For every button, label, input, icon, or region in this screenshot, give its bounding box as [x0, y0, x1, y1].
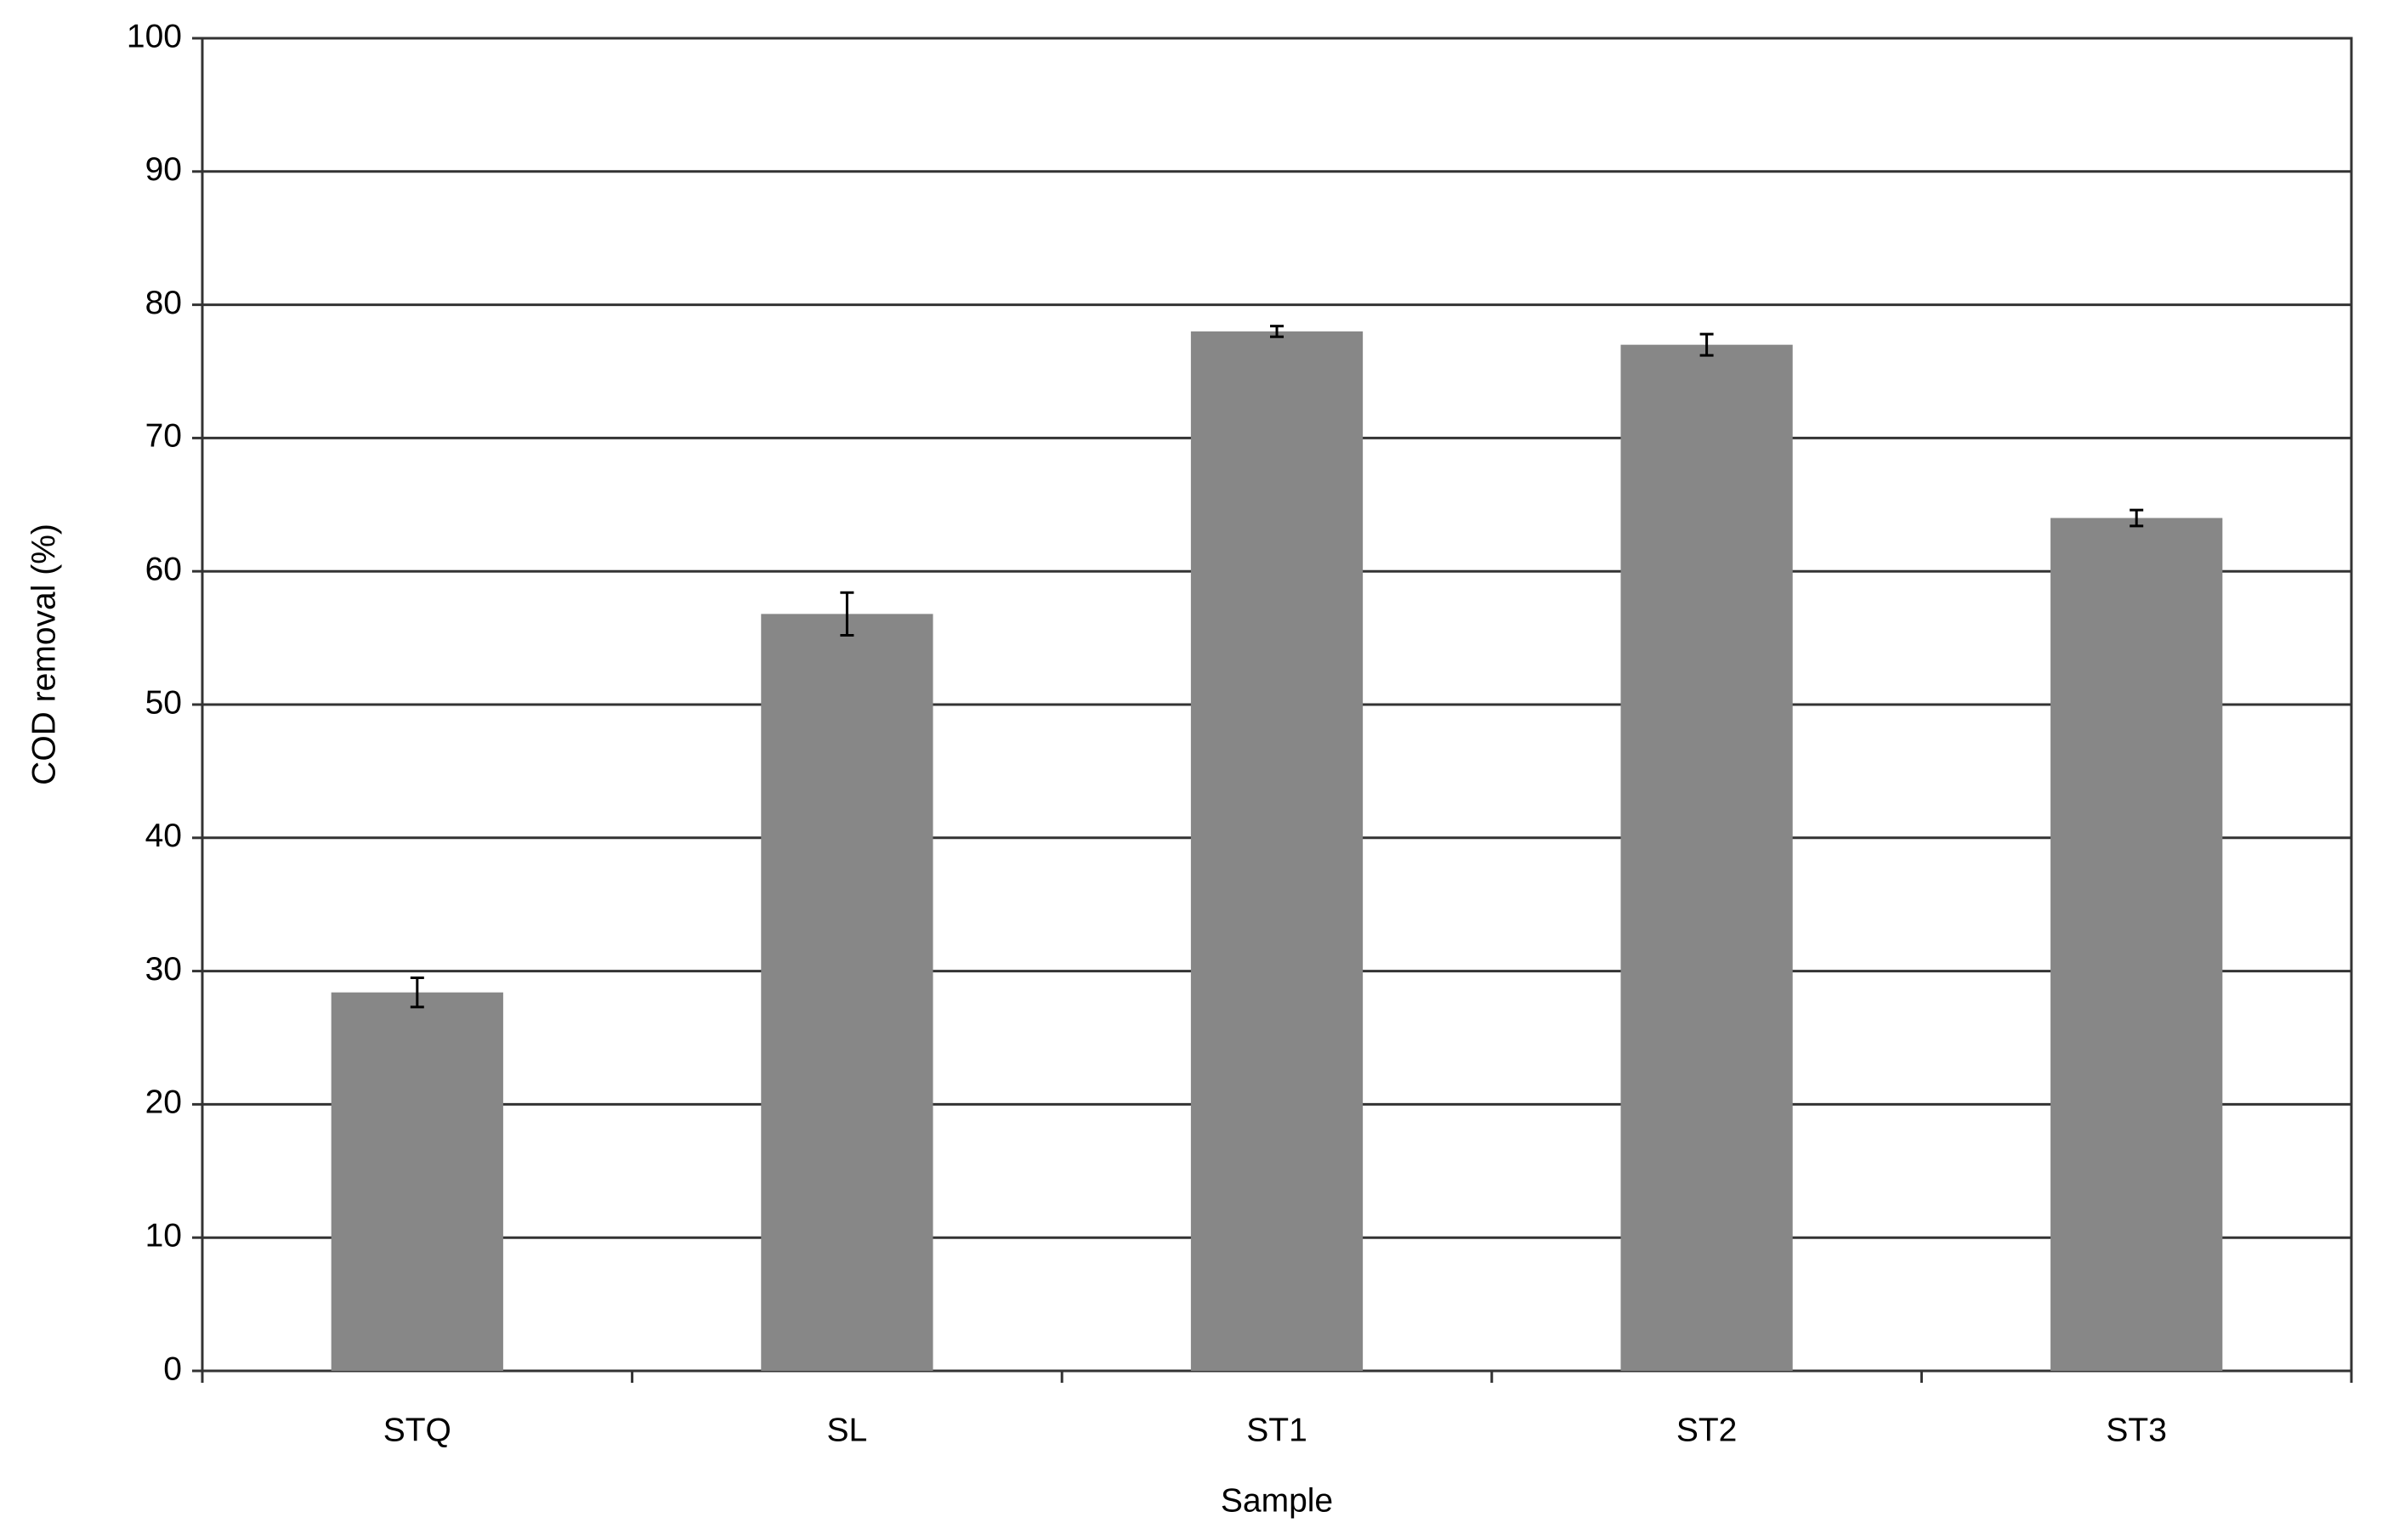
y-tick-label: 10	[145, 1217, 182, 1254]
error-bar	[1699, 332, 1714, 357]
y-tick-label: 80	[145, 285, 182, 321]
x-tick-label: ST1	[1246, 1412, 1307, 1448]
x-tick-label: STQ	[383, 1412, 451, 1448]
bar	[1190, 331, 1364, 1372]
y-tick-label: 60	[145, 551, 182, 587]
bar	[331, 992, 503, 1371]
x-tick-label: SL	[827, 1412, 868, 1448]
error-bar	[410, 976, 424, 1009]
bar	[2050, 518, 2223, 1371]
error-bar	[2130, 508, 2144, 528]
y-tick-label: 70	[145, 418, 182, 455]
y-tick-label: 30	[145, 951, 182, 988]
error-bar	[840, 591, 854, 637]
y-tick-label: 50	[145, 684, 182, 721]
bar	[1620, 344, 1793, 1371]
y-tick-label: 100	[127, 18, 182, 54]
bar	[761, 614, 933, 1371]
y-axis-label: COD removal (%)	[26, 524, 62, 785]
x-tick-label: ST2	[1676, 1412, 1738, 1448]
y-tick-label: 20	[145, 1084, 182, 1121]
x-axis-label: Sample	[1221, 1482, 1333, 1519]
error-bar	[1270, 325, 1284, 338]
y-tick-label: 40	[145, 818, 182, 854]
y-tick-label: 90	[145, 151, 182, 188]
y-tick-label: 0	[163, 1350, 182, 1387]
x-tick-label: ST3	[2106, 1412, 2167, 1448]
